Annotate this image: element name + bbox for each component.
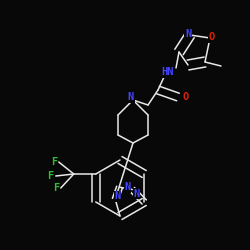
Text: F: F: [53, 183, 59, 193]
Text: N: N: [128, 92, 134, 102]
Text: O: O: [183, 92, 189, 102]
Text: N: N: [133, 188, 139, 198]
Text: F: F: [47, 171, 53, 181]
Text: HN: HN: [162, 67, 174, 77]
Text: F: F: [51, 157, 57, 167]
Text: N: N: [114, 191, 120, 201]
Text: N: N: [124, 182, 131, 192]
Text: N: N: [185, 29, 191, 39]
Text: O: O: [209, 32, 215, 42]
